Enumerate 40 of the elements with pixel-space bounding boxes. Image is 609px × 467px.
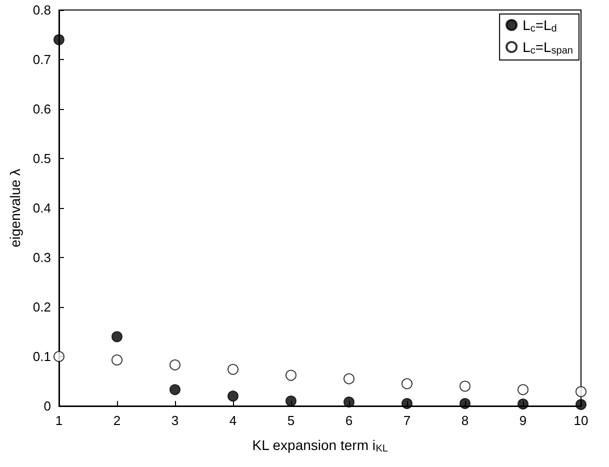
y-tick-label: 0.7 bbox=[32, 52, 51, 67]
y-tick-label: 0.4 bbox=[32, 200, 51, 216]
point bbox=[344, 396, 354, 408]
point bbox=[227, 390, 238, 402]
x-tick-label: 9 bbox=[519, 413, 527, 428]
x-tick-label: 4 bbox=[229, 413, 237, 428]
x-tick-label: 6 bbox=[345, 413, 353, 428]
point bbox=[460, 380, 470, 392]
point bbox=[53, 34, 64, 46]
y-tick-label: 0.5 bbox=[32, 151, 51, 166]
x-tick-label: 1 bbox=[55, 413, 63, 428]
y-tick-label: 0.3 bbox=[32, 250, 51, 265]
point bbox=[53, 351, 64, 362]
point bbox=[111, 331, 122, 342]
x-tick-label: 5 bbox=[287, 413, 295, 428]
y-tick-label: 0 bbox=[44, 398, 51, 414]
point bbox=[402, 398, 412, 410]
point bbox=[285, 396, 296, 407]
y-axis-title: eigenvalue λ bbox=[7, 168, 23, 248]
point bbox=[402, 378, 412, 390]
point bbox=[111, 354, 122, 366]
point bbox=[169, 384, 180, 396]
y-tick-label: 0.6 bbox=[32, 102, 51, 116]
point bbox=[227, 364, 238, 375]
point bbox=[285, 370, 296, 381]
point bbox=[460, 398, 470, 410]
y-tick-label: 0.8 bbox=[32, 2, 51, 18]
x-tick-label: 8 bbox=[461, 413, 469, 428]
x-tick-label: 2 bbox=[113, 413, 121, 428]
point bbox=[576, 399, 586, 410]
x-tick-label: 10 bbox=[574, 413, 588, 428]
point bbox=[344, 373, 354, 384]
y-tick-label: 0.1 bbox=[32, 349, 51, 364]
point bbox=[169, 359, 180, 370]
point bbox=[518, 384, 528, 396]
point bbox=[576, 386, 586, 398]
point bbox=[518, 398, 528, 410]
x-tick-label: 7 bbox=[403, 413, 411, 428]
x-tick-label: 3 bbox=[171, 413, 179, 428]
y-tick-label: 0.2 bbox=[32, 300, 51, 314]
